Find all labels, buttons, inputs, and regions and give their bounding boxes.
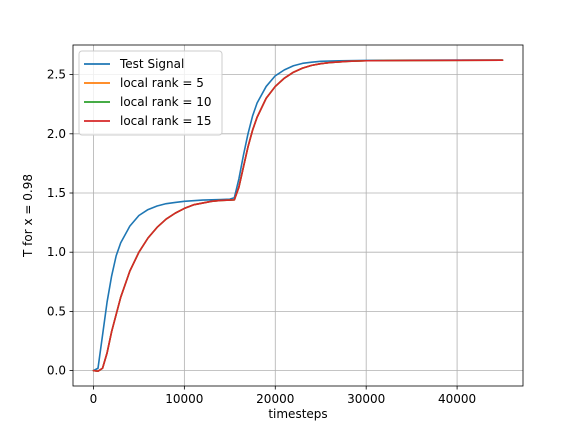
axes-frame: [72, 44, 524, 387]
legend: Test Signal local rank = 5 local rank = 10…: [78, 50, 223, 136]
x-axis-label: timesteps: [268, 407, 327, 421]
x-tick-label: 30000: [347, 392, 385, 406]
legend-label: local rank = 10: [120, 95, 212, 109]
legend-box: [78, 50, 223, 136]
legend-items: Test Signal local rank = 5 local rank = 10…: [84, 57, 212, 128]
legend-label: local rank = 5: [120, 76, 204, 90]
x-tick-label: 0: [90, 392, 98, 406]
x-tick-label: 20000: [256, 392, 294, 406]
legend-label: local rank = 15: [120, 114, 212, 128]
plot-area: [92, 59, 504, 373]
y-tick-label: 2.0: [47, 127, 66, 141]
y-tick-label: 1.5: [47, 186, 66, 200]
y-tick-label: 0.0: [47, 364, 66, 378]
series-line-local-rank-15: [92, 59, 504, 373]
y-tick-label: 1.0: [47, 245, 66, 259]
y-tick-label: 0.5: [47, 304, 66, 318]
legend-label: Test Signal: [119, 57, 184, 71]
grid: [73, 45, 523, 386]
x-tick-label: 40000: [438, 392, 476, 406]
y-axis: 0.0 0.5 1.0 1.5 2.0 2.5: [47, 68, 73, 378]
y-tick-label: 2.5: [47, 68, 66, 82]
x-axis: 0 10000 20000 30000 40000: [90, 386, 476, 406]
x-tick-label: 10000: [165, 392, 203, 406]
y-axis-label: T for x = 0.98: [21, 174, 35, 258]
